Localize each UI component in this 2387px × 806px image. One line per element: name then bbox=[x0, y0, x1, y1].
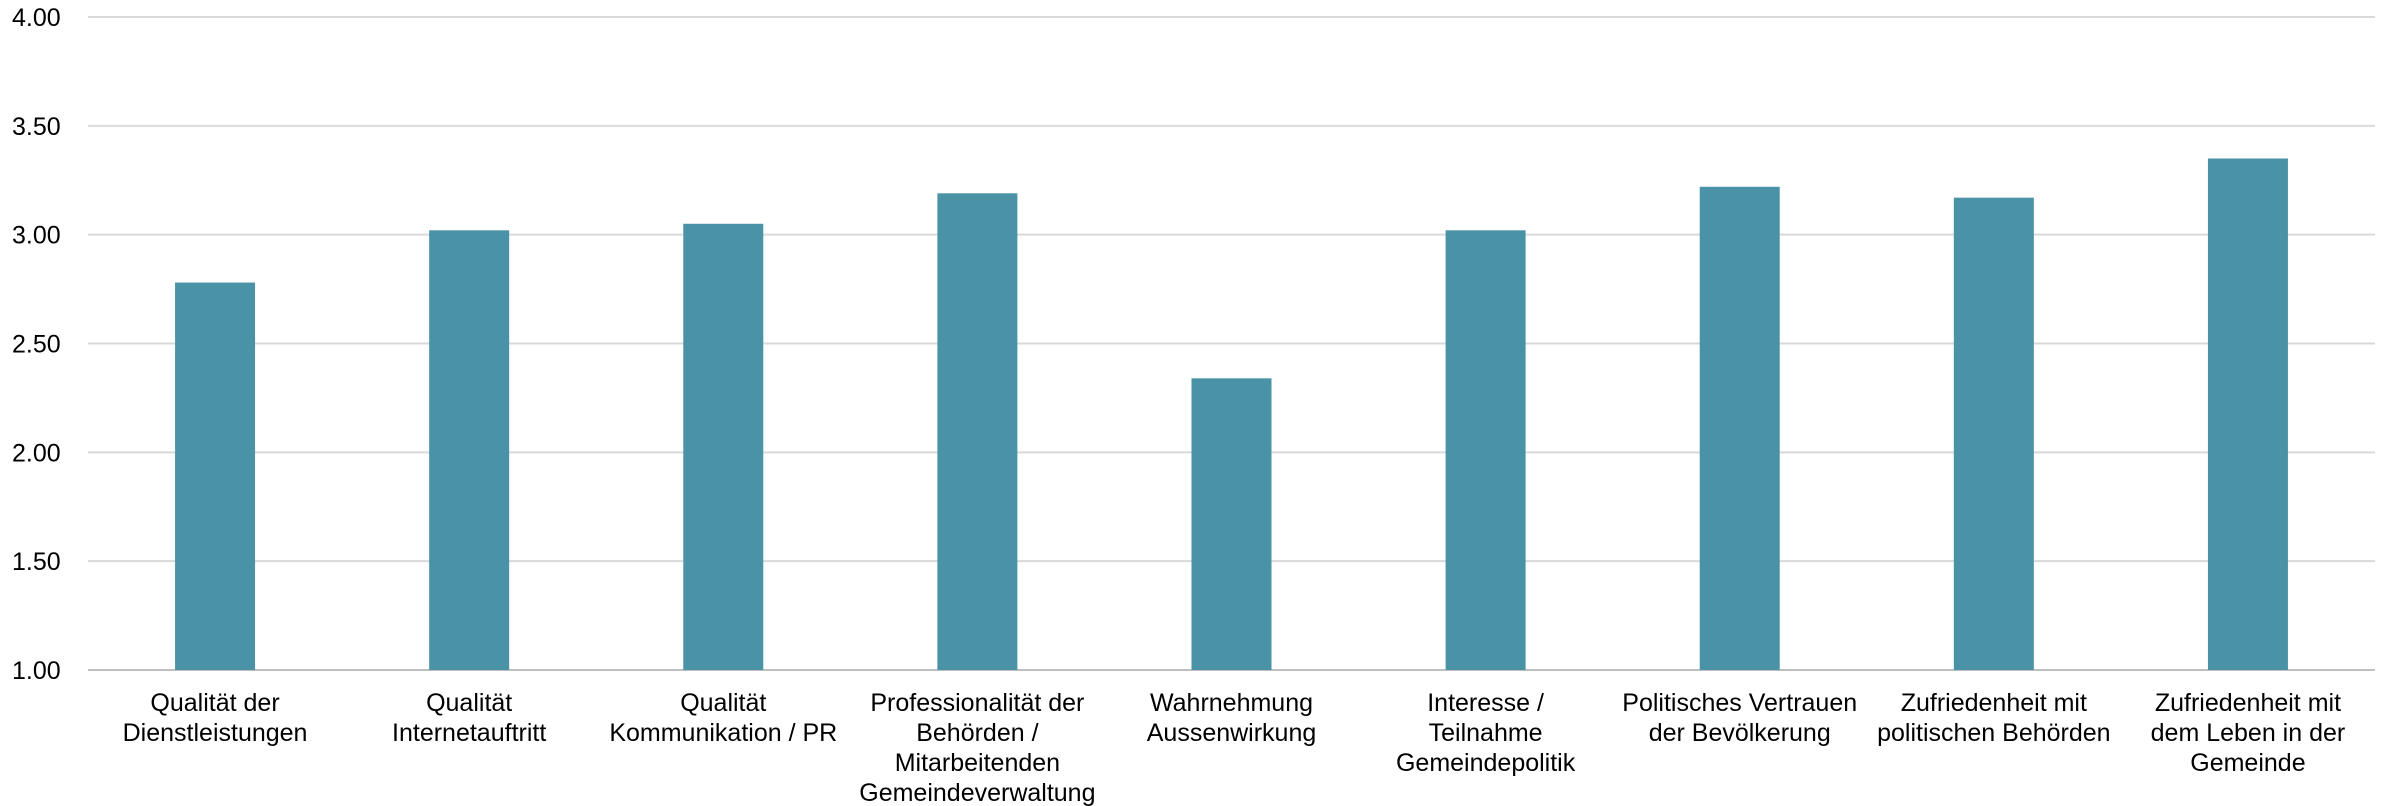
bar bbox=[1191, 378, 1272, 670]
x-category-label-line: Gemeindepolitik bbox=[1396, 749, 1576, 777]
x-category-label: Wahrnehmung Aussenwirkung bbox=[1147, 689, 1317, 747]
y-tick-label: 2.50 bbox=[12, 331, 61, 359]
x-category-label-line: Professionalität der bbox=[870, 689, 1084, 717]
x-category-label: Qualität Kommunikation / PR bbox=[609, 689, 837, 747]
y-tick-label: 1.50 bbox=[12, 548, 61, 576]
x-category-label-line: Behörden / bbox=[916, 719, 1038, 747]
y-tick-label: 2.00 bbox=[12, 439, 61, 467]
x-category-label-line: Politisches Vertrauen bbox=[1622, 689, 1857, 717]
x-category-label-line: Qualität bbox=[680, 689, 766, 717]
x-category-label-line: Zufriedenheit mit bbox=[1901, 689, 2087, 717]
x-category-label-line: Aussenwirkung bbox=[1147, 719, 1317, 747]
y-tick-label: 1.00 bbox=[12, 657, 61, 685]
bar bbox=[429, 230, 510, 670]
bar bbox=[1699, 186, 1780, 670]
x-category-label-line: der Bevölkerung bbox=[1649, 719, 1831, 747]
x-category-label-line: Mitarbeitenden bbox=[895, 749, 1060, 777]
y-tick-label: 3.00 bbox=[12, 222, 61, 250]
x-category-label: Qualität der Dienstleistungen bbox=[123, 689, 308, 747]
x-category-label: Zufriedenheit mit politischen Behörden bbox=[1877, 689, 2111, 747]
y-axis-ticks: 1.00 1.50 2.00 2.50 3.00 3.50 4.00 bbox=[12, 4, 61, 685]
x-category-label-line: Interesse / bbox=[1427, 689, 1544, 717]
bars bbox=[175, 158, 2288, 671]
x-category-label: Zufriedenheit mit dem Leben in der Gemeind… bbox=[2151, 689, 2346, 777]
bar bbox=[175, 282, 256, 670]
x-category-label-line: Wahrnehmung bbox=[1150, 689, 1313, 717]
x-category-label-line: Qualität der bbox=[150, 689, 279, 717]
x-category-label-line: Gemeindeverwaltung bbox=[859, 779, 1095, 806]
x-category-label: Professionalität der Behörden / Mitarbeite… bbox=[859, 689, 1095, 806]
bar bbox=[1953, 197, 2034, 670]
x-category-label: Qualität Internetauftritt bbox=[392, 689, 546, 747]
x-category-label: Interesse / Teilnahme Gemeindepolitik bbox=[1396, 689, 1576, 777]
y-tick-label: 3.50 bbox=[12, 113, 61, 141]
x-category-label-line: Gemeinde bbox=[2190, 749, 2305, 777]
x-category-label-line: dem Leben in der bbox=[2151, 719, 2346, 747]
x-category-label-line: Qualität bbox=[426, 689, 512, 717]
bar bbox=[2207, 158, 2288, 670]
x-category-label-line: politischen Behörden bbox=[1877, 719, 2111, 747]
bar bbox=[1445, 230, 1526, 670]
bar bbox=[937, 193, 1018, 670]
bar bbox=[683, 223, 764, 671]
x-category-label-line: Teilnahme bbox=[1429, 719, 1543, 747]
x-category-label-line: Kommunikation / PR bbox=[609, 719, 837, 747]
x-category-label-line: Zufriedenheit mit bbox=[2155, 689, 2341, 717]
x-category-label-line: Dienstleistungen bbox=[123, 719, 308, 747]
x-category-label-line: Internetauftritt bbox=[392, 719, 546, 747]
y-tick-label: 4.00 bbox=[12, 4, 61, 32]
x-category-label: Politisches Vertrauen der Bevölkerung bbox=[1622, 689, 1857, 747]
